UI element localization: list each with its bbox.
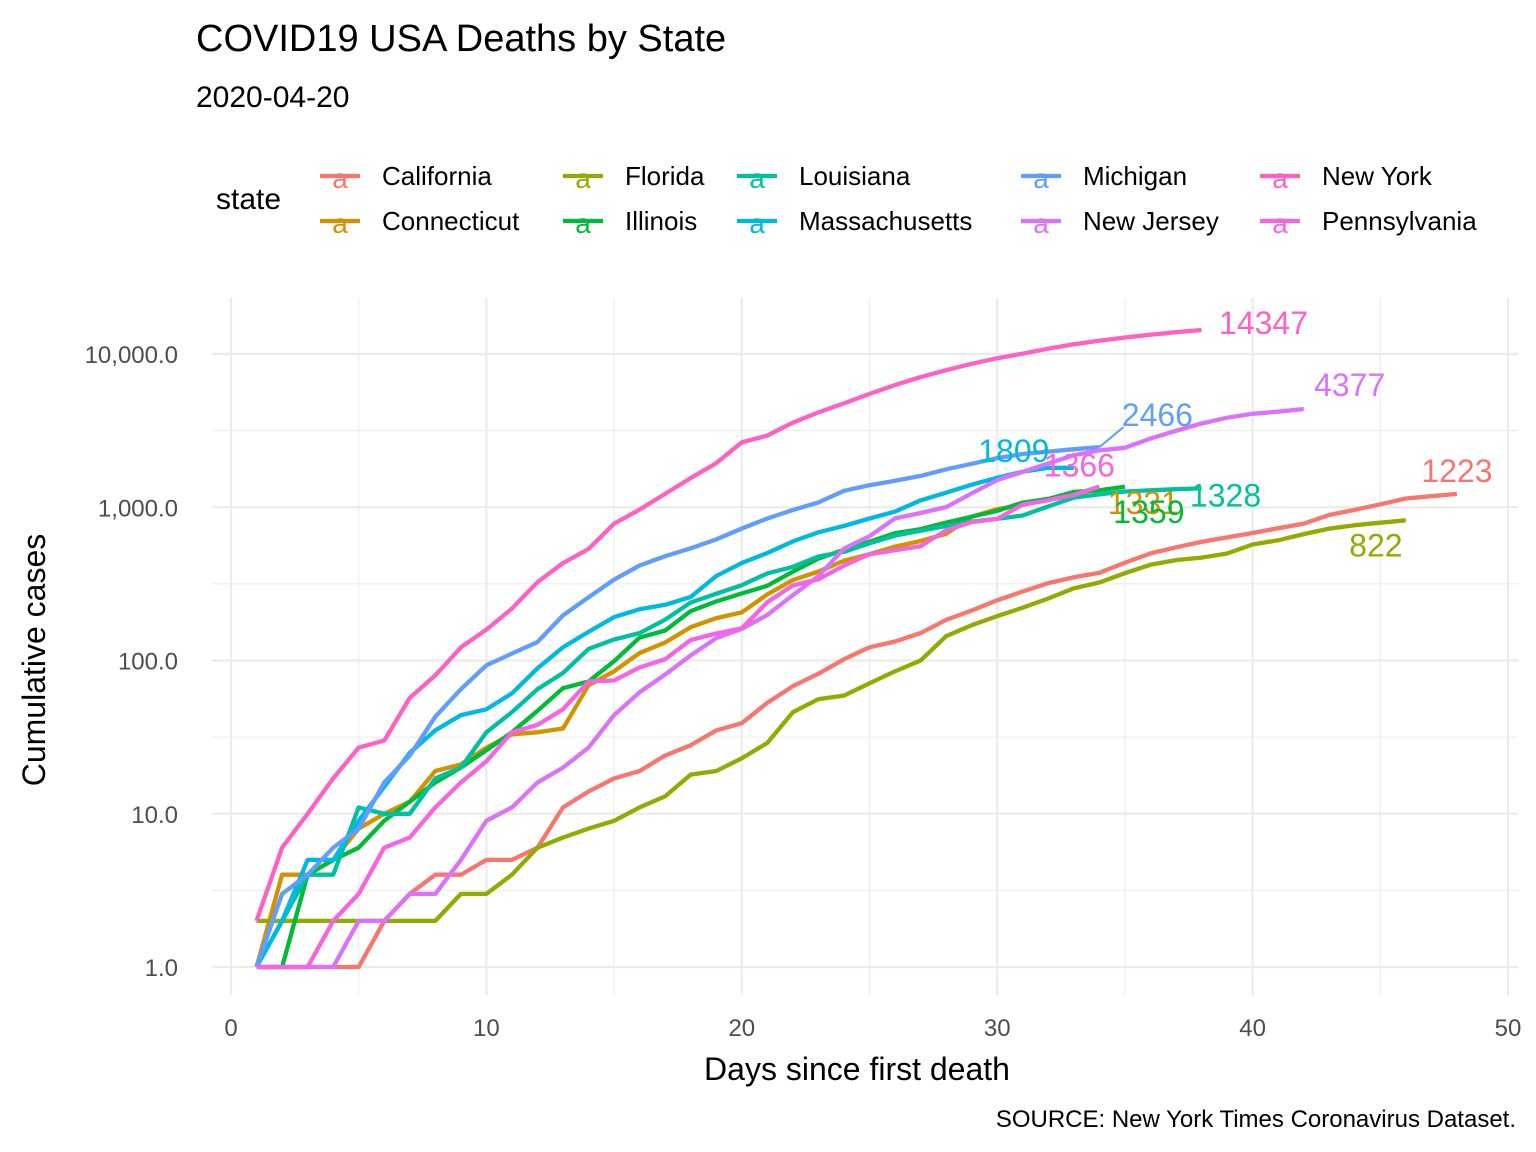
- legend-label: Florida: [625, 161, 705, 191]
- chart-title: COVID19 USA Deaths by State: [196, 18, 726, 60]
- series-line-massachusetts: [254, 465, 1074, 969]
- legend-key-connecticut: a Connecticut: [320, 206, 520, 239]
- legend-key-louisiana: a Louisiana: [737, 161, 911, 194]
- legend-key-california: a California: [320, 161, 492, 194]
- series-line-california: [256, 491, 1458, 970]
- end-label-michigan: 2466: [1122, 397, 1193, 433]
- series-lines: [254, 327, 1458, 970]
- x-tick-label: 20: [728, 1015, 755, 1042]
- end-label-new-jersey: 4377: [1314, 367, 1385, 403]
- x-tick-label: 0: [224, 1015, 237, 1042]
- legend-key-pennsylvania: a Pennsylvania: [1260, 206, 1477, 239]
- legend-swatch-glyph: a: [1272, 163, 1288, 194]
- series-line-florida: [256, 518, 1407, 924]
- legend-swatch-glyph: a: [575, 208, 591, 239]
- end-label-new-york: 14347: [1219, 305, 1308, 341]
- legend-label: Michigan: [1083, 161, 1187, 191]
- legend-key-illinois: a Illinois: [563, 206, 697, 239]
- series-line-michigan: [254, 445, 1100, 968]
- end-label-connecticut: 1331: [1108, 485, 1179, 521]
- legend-swatch-glyph: a: [332, 163, 348, 194]
- y-tick-label: 1.0: [145, 955, 178, 982]
- legend-swatch-glyph: a: [749, 163, 765, 194]
- caption: SOURCE: New York Times Coronavirus Datas…: [996, 1106, 1516, 1133]
- legend-label: Connecticut: [382, 206, 520, 236]
- end-label-louisiana: 1328: [1190, 477, 1261, 513]
- series-line-new-york: [254, 327, 1202, 922]
- end-label-florida: 822: [1349, 527, 1402, 563]
- y-tick-label: 100.0: [118, 649, 178, 676]
- legend-key-florida: a Florida: [563, 161, 705, 194]
- series-line-louisiana: [254, 486, 1202, 969]
- chart-subtitle: 2020-04-20: [196, 81, 349, 114]
- x-tick-label: 10: [473, 1015, 500, 1042]
- legend-key-new-york: a New York: [1260, 161, 1433, 194]
- legend-key-massachusetts: a Massachusetts: [737, 206, 972, 239]
- legend-label: Illinois: [625, 206, 697, 236]
- series-line-illinois: [256, 484, 1126, 970]
- x-tick-label: 50: [1495, 1015, 1522, 1042]
- legend-label: Louisiana: [799, 161, 911, 191]
- legend-label: Massachusetts: [799, 206, 972, 236]
- legend: state a California a Connecticut a Florida a Il…: [216, 161, 1477, 239]
- end-label-illinois: 1359: [1113, 494, 1184, 530]
- y-tick-label: 10.0: [131, 802, 178, 829]
- series-line-new-jersey: [256, 406, 1304, 970]
- series-line-connecticut: [254, 486, 1100, 968]
- legend-label: New Jersey: [1083, 206, 1219, 236]
- x-tick-label: 30: [984, 1015, 1011, 1042]
- legend-label: New York: [1322, 161, 1433, 191]
- legend-swatch-glyph: a: [749, 208, 765, 239]
- y-tick-label: 10,000.0: [85, 342, 178, 369]
- end-label-connector: [1098, 426, 1125, 448]
- legend-swatch-glyph: a: [575, 163, 591, 194]
- series-line-pennsylvania: [256, 484, 1101, 970]
- legend-swatch-glyph: a: [1033, 208, 1049, 239]
- end-label-massachusetts: 1809: [978, 433, 1049, 469]
- legend-label: Pennsylvania: [1322, 206, 1477, 236]
- legend-swatch-glyph: a: [332, 208, 348, 239]
- end-label-pennsylvania: 1366: [1044, 447, 1115, 483]
- legend-swatch-glyph: a: [1033, 163, 1049, 194]
- legend-key-michigan: a Michigan: [1021, 161, 1187, 194]
- legend-swatch-glyph: a: [1272, 208, 1288, 239]
- end-label-california: 1223: [1421, 453, 1492, 489]
- y-axis-title: Cumulative cases: [16, 534, 52, 787]
- x-axis-title: Days since first death: [704, 1051, 1010, 1087]
- x-tick-label: 40: [1239, 1015, 1266, 1042]
- y-tick-label: 1,000.0: [98, 495, 178, 522]
- legend-key-new-jersey: a New Jersey: [1021, 206, 1219, 239]
- axes: 0 10 20 30 40 50 1.0 10.0 100.0 1,000.0 10,000.0: [85, 342, 1522, 1042]
- legend-label: California: [382, 161, 492, 191]
- legend-title: state: [216, 183, 281, 216]
